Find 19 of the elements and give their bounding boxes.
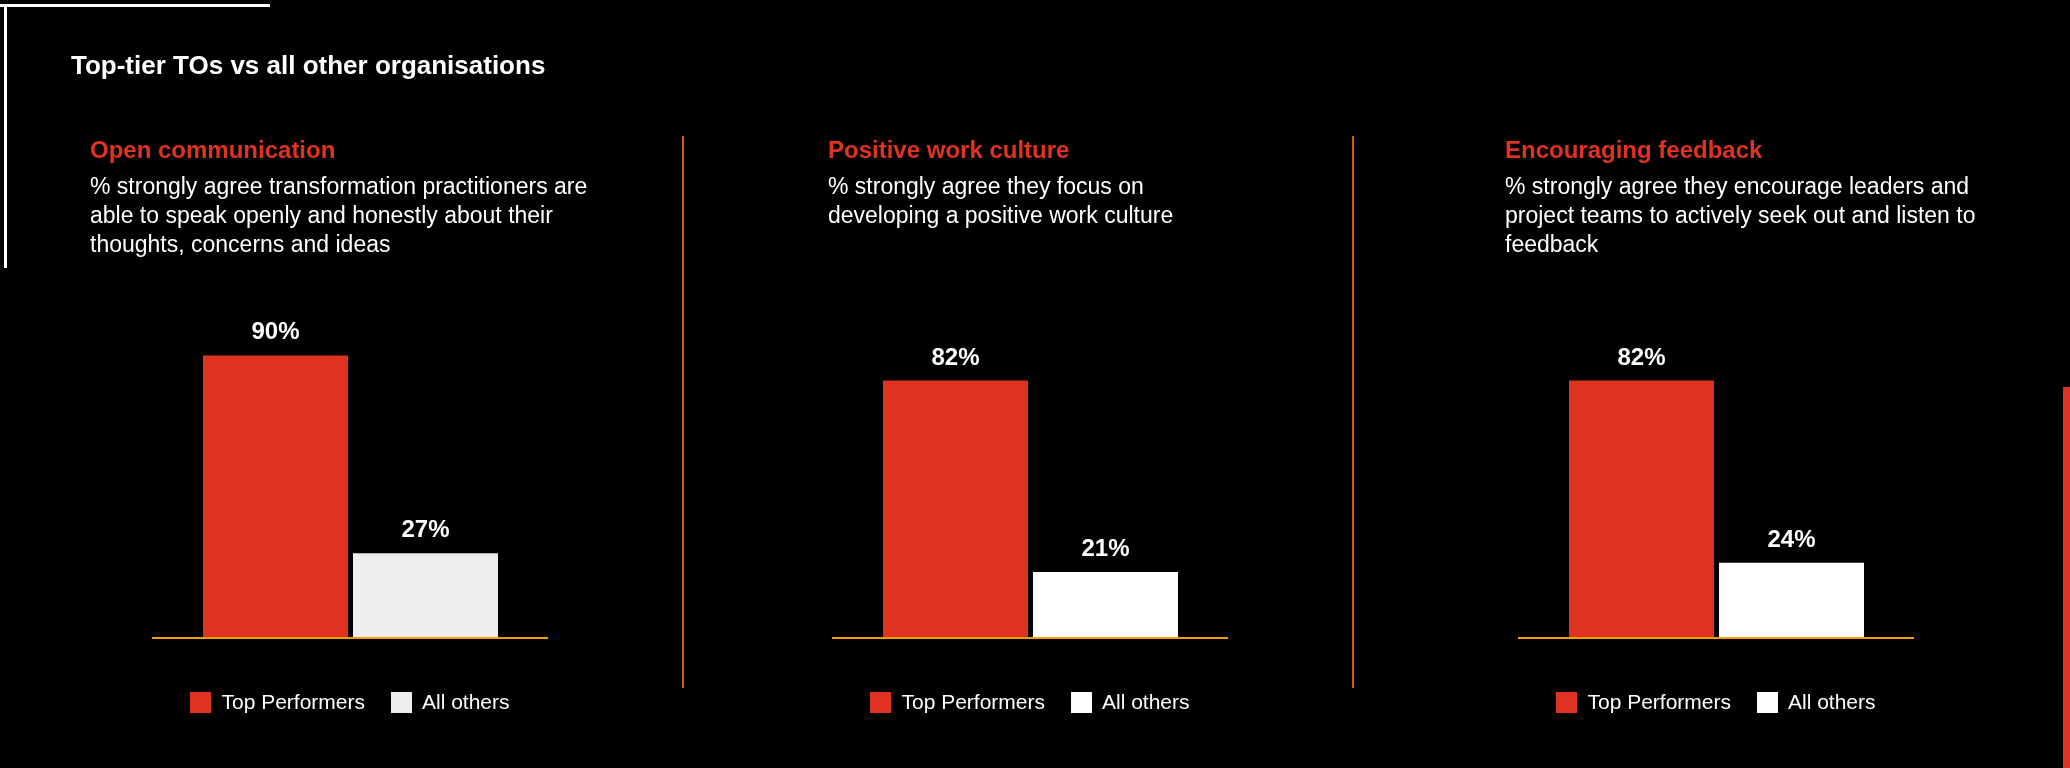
legend-label: All others bbox=[422, 690, 510, 714]
legend-label: Top Performers bbox=[901, 690, 1045, 714]
chart-subtitle: % strongly agree transformation practitioners are able to speak openly and honestly about their thoughts, concerns and ideas bbox=[90, 172, 589, 259]
chart-title: Encouraging feedback bbox=[1505, 136, 1763, 164]
legend-label: Top Performers bbox=[221, 690, 365, 714]
legend-label: All others bbox=[1788, 690, 1876, 714]
chart-subtitle: % strongly agree they encourage leaders and project teams to actively seek out and listen to feedback bbox=[1505, 172, 1977, 259]
legend-label: Top Performers bbox=[1587, 690, 1731, 714]
data-label: 21% bbox=[1081, 534, 1130, 562]
data-label: 82% bbox=[931, 342, 980, 370]
legend-label: All others bbox=[1102, 690, 1190, 714]
chart-subtitle: % strongly agree they focus on developing a positive work culture bbox=[828, 172, 1175, 230]
data-label: 90% bbox=[251, 317, 300, 345]
data-label: 24% bbox=[1767, 524, 1816, 552]
text: Top-tier TOs vs all other organisations bbox=[71, 50, 546, 81]
data-label: 82% bbox=[1617, 342, 1666, 370]
data-label: 27% bbox=[401, 515, 450, 543]
chart-title: Open communication bbox=[90, 136, 336, 164]
chart-title: Positive work culture bbox=[828, 136, 1070, 164]
